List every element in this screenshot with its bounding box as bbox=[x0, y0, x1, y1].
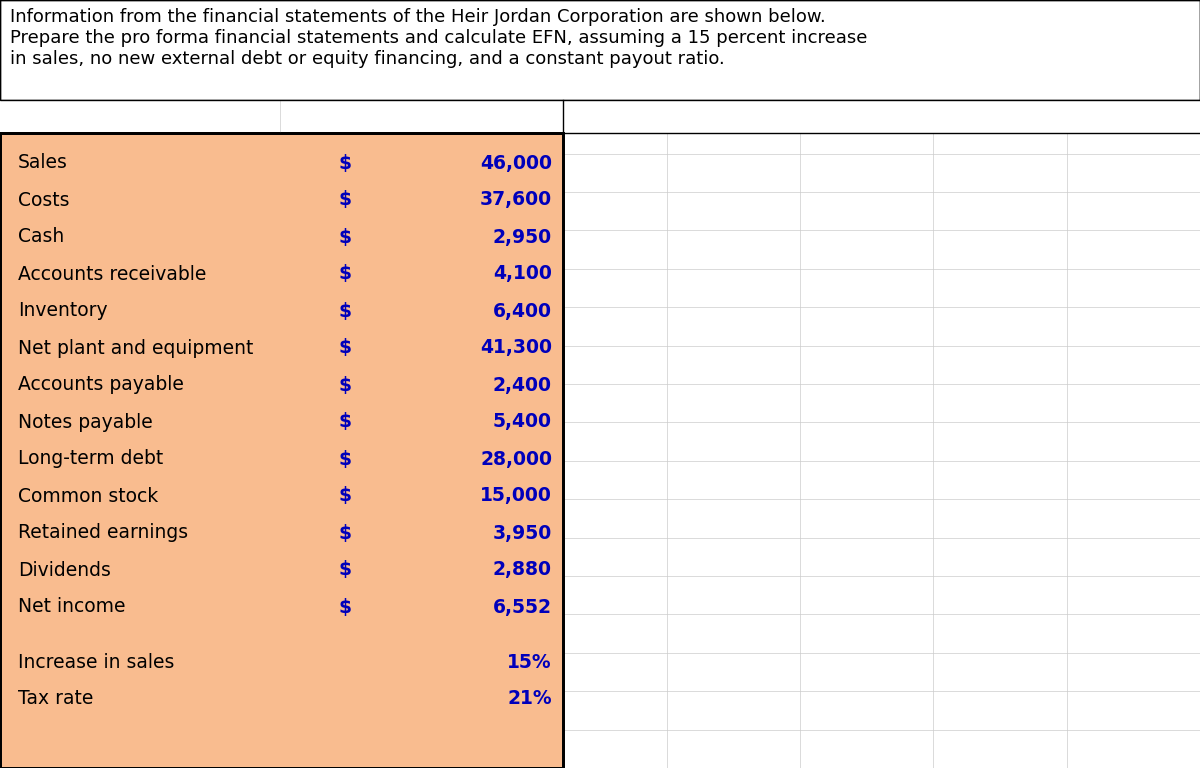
Text: 4,100: 4,100 bbox=[493, 264, 552, 283]
Bar bbox=[0, 100, 1200, 133]
Text: $: $ bbox=[338, 302, 352, 320]
Text: Sales: Sales bbox=[18, 154, 68, 173]
Text: 21%: 21% bbox=[508, 690, 552, 709]
Text: Increase in sales: Increase in sales bbox=[18, 653, 174, 671]
Text: $: $ bbox=[338, 486, 352, 505]
Text: Information from the financial statements of the Heir Jordan Corporation are sho: Information from the financial statement… bbox=[10, 8, 868, 68]
Text: Common stock: Common stock bbox=[18, 486, 158, 505]
Text: 2,400: 2,400 bbox=[493, 376, 552, 395]
Text: 15%: 15% bbox=[508, 653, 552, 671]
Text: Long-term debt: Long-term debt bbox=[18, 449, 163, 468]
Text: Retained earnings: Retained earnings bbox=[18, 524, 188, 542]
Text: 41,300: 41,300 bbox=[480, 339, 552, 357]
Text: 6,400: 6,400 bbox=[493, 302, 552, 320]
Text: $: $ bbox=[338, 264, 352, 283]
Text: Net plant and equipment: Net plant and equipment bbox=[18, 339, 253, 357]
Text: $: $ bbox=[338, 190, 352, 210]
Text: $: $ bbox=[338, 412, 352, 432]
Text: Accounts receivable: Accounts receivable bbox=[18, 264, 206, 283]
Text: 37,600: 37,600 bbox=[480, 190, 552, 210]
Text: 28,000: 28,000 bbox=[480, 449, 552, 468]
Text: $: $ bbox=[338, 154, 352, 173]
Text: $: $ bbox=[338, 339, 352, 357]
Bar bbox=[0, 133, 563, 768]
Text: Notes payable: Notes payable bbox=[18, 412, 152, 432]
Text: 5,400: 5,400 bbox=[493, 412, 552, 432]
Text: 15,000: 15,000 bbox=[480, 486, 552, 505]
Text: Tax rate: Tax rate bbox=[18, 690, 94, 709]
Bar bbox=[0, 0, 1200, 100]
Bar bbox=[0, 133, 563, 768]
Bar bbox=[0, 0, 1200, 100]
Text: $: $ bbox=[338, 376, 352, 395]
Text: 6,552: 6,552 bbox=[493, 598, 552, 617]
Text: 3,950: 3,950 bbox=[493, 524, 552, 542]
Text: $: $ bbox=[338, 449, 352, 468]
Text: $: $ bbox=[338, 561, 352, 580]
Text: $: $ bbox=[338, 227, 352, 247]
Text: $: $ bbox=[338, 598, 352, 617]
Text: Net income: Net income bbox=[18, 598, 126, 617]
Text: 2,880: 2,880 bbox=[493, 561, 552, 580]
Text: Inventory: Inventory bbox=[18, 302, 108, 320]
Text: Accounts payable: Accounts payable bbox=[18, 376, 184, 395]
Text: 46,000: 46,000 bbox=[480, 154, 552, 173]
Text: Cash: Cash bbox=[18, 227, 65, 247]
Text: $: $ bbox=[338, 524, 352, 542]
Text: Costs: Costs bbox=[18, 190, 70, 210]
Text: Dividends: Dividends bbox=[18, 561, 110, 580]
Text: 2,950: 2,950 bbox=[493, 227, 552, 247]
